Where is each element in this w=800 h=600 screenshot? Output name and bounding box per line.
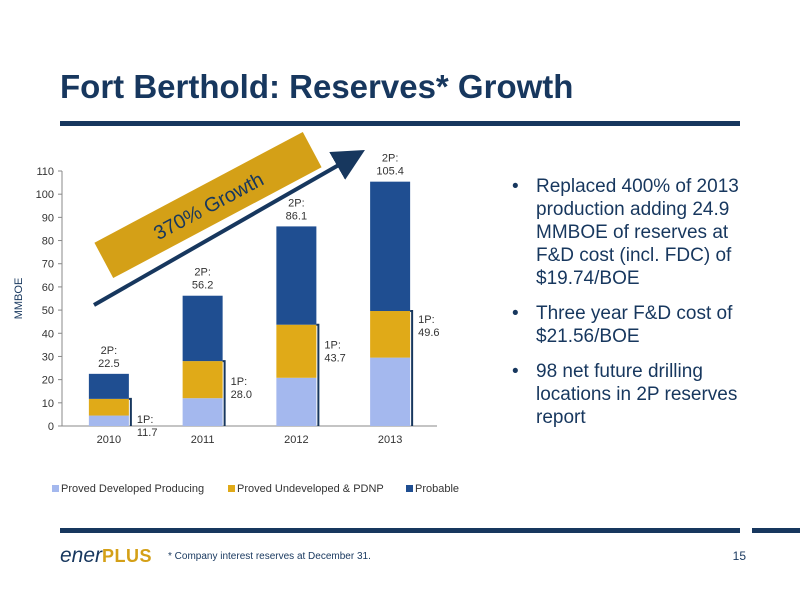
bracket-1p bbox=[410, 310, 414, 426]
bracket-1p bbox=[316, 323, 320, 426]
x-tick-label: 2013 bbox=[378, 434, 402, 446]
y-tick-label: 30 bbox=[42, 351, 54, 363]
legend-swatch bbox=[52, 485, 59, 492]
data-label-1p: 1P: 43.7 bbox=[324, 340, 345, 365]
y-tick-label: 70 bbox=[42, 259, 54, 271]
y-tick-label: 90 bbox=[42, 212, 54, 224]
x-tick-label: 2011 bbox=[191, 434, 215, 446]
y-tick-label: 110 bbox=[36, 166, 54, 178]
y-tick-label: 20 bbox=[42, 375, 54, 387]
growth-arrow bbox=[93, 150, 365, 307]
legend-label: Proved Developed Producing bbox=[61, 483, 204, 495]
bullet-item: 98 net future drilling locations in 2P r… bbox=[508, 360, 768, 429]
bracket-1p bbox=[128, 397, 132, 426]
bar-segment bbox=[370, 311, 411, 358]
y-tick-label: 60 bbox=[42, 282, 54, 294]
bar-segment bbox=[88, 415, 129, 426]
y-tick-label: 10 bbox=[42, 398, 54, 410]
bar-segment bbox=[182, 361, 223, 399]
footer-divider-right bbox=[752, 528, 800, 533]
x-tick-label: 2012 bbox=[284, 434, 308, 446]
bar-segment bbox=[276, 377, 317, 426]
bullet-item: Replaced 400% of 2013 production adding … bbox=[508, 175, 768, 290]
page-number: 15 bbox=[732, 549, 746, 563]
bar-segment bbox=[182, 295, 223, 362]
footnote: * Company interest reserves at December … bbox=[168, 551, 371, 562]
legend-swatch bbox=[406, 485, 413, 492]
bullet-item: Three year F&D cost of $21.56/BOE bbox=[508, 302, 768, 348]
legend-label: Probable bbox=[415, 483, 459, 495]
bar-segment bbox=[88, 373, 129, 399]
bar-segment bbox=[88, 398, 129, 416]
y-tick-label: 80 bbox=[42, 236, 54, 248]
y-tick-label: 0 bbox=[48, 421, 54, 433]
legend-swatch bbox=[228, 485, 235, 492]
y-tick-label: 50 bbox=[42, 305, 54, 317]
bar-segment bbox=[276, 324, 317, 378]
bar-segment bbox=[370, 357, 411, 426]
bar-segment bbox=[370, 181, 411, 312]
data-label-2p: 2P: 22.5 bbox=[98, 345, 119, 370]
bracket-1p bbox=[222, 360, 226, 426]
y-tick-label: 100 bbox=[36, 189, 54, 201]
legend-label: Proved Undeveloped & PDNP bbox=[237, 483, 384, 495]
reserves-chart: 0 10 20 30 40 50 60 70 80 90 100 110 MMBOE 2010 2011 20… bbox=[13, 131, 459, 495]
slide-title: Fort Berthold: Reserves* Growth bbox=[60, 68, 574, 105]
footer-divider bbox=[60, 528, 740, 533]
y-axis-label: MMBOE bbox=[13, 278, 25, 320]
bullet-list: Replaced 400% of 2013 production adding … bbox=[508, 175, 768, 441]
data-label-2p: 2P: 56.2 bbox=[192, 267, 213, 292]
title-divider bbox=[60, 121, 740, 126]
data-label-1p: 1P: 28.0 bbox=[231, 376, 252, 401]
x-tick-label: 2010 bbox=[97, 434, 121, 446]
data-label-2p: 2P: 105.4 bbox=[376, 153, 404, 178]
enerplus-logo: enerPLUS bbox=[60, 544, 153, 567]
data-label-2p: 2P: 86.1 bbox=[286, 197, 307, 222]
data-label-1p: 1P: 49.6 bbox=[418, 314, 439, 339]
data-label-1p: 1P: 11.7 bbox=[137, 414, 158, 439]
y-tick-label: 40 bbox=[42, 328, 54, 340]
bar-segment bbox=[182, 398, 223, 426]
bar-segment bbox=[276, 226, 317, 325]
